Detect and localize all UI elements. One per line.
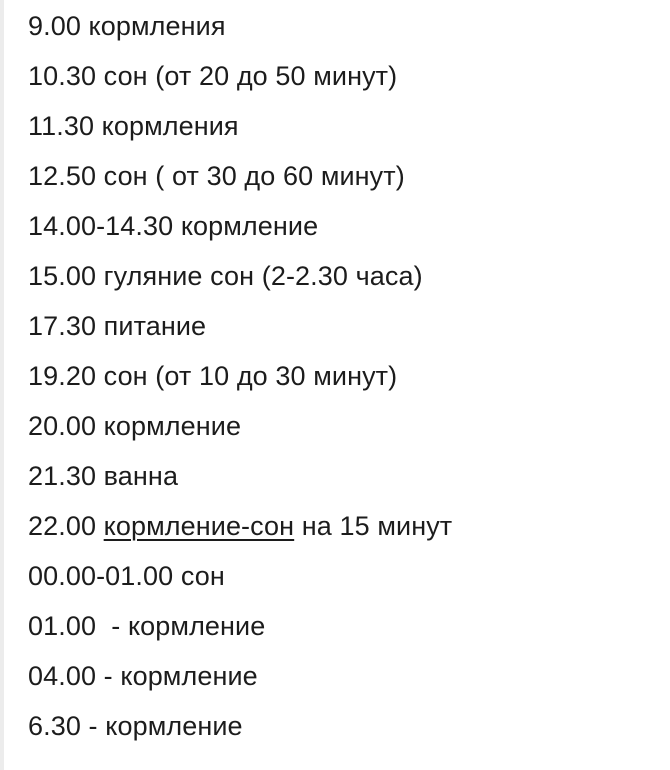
schedule-line: 6.30 - кормление <box>28 711 243 741</box>
schedule-line: 19.20 сон (от 10 до 30 минут) <box>28 361 398 391</box>
schedule-line: 01.00 - кормление <box>28 611 266 641</box>
schedule-line: 04.00 - кормление <box>28 661 258 691</box>
schedule-line: 22.00 кормление-сон на 15 минут <box>28 505 452 555</box>
line-suffix: на 15 минут <box>294 511 453 541</box>
schedule-line: 15.00 гуляние сон (2-2.30 часа) <box>28 261 423 291</box>
schedule-line: 12.50 сон ( от 30 до 60 минут) <box>28 161 405 191</box>
schedule-line: 10.30 сон (от 20 до 50 минут) <box>28 61 398 91</box>
schedule-line: 20.00 кормление <box>28 411 242 441</box>
line-prefix: 22.00 <box>28 511 104 541</box>
schedule-line: 21.30 ванна <box>28 461 179 491</box>
left-edge-strip <box>0 0 4 770</box>
schedule-list: 9.00 кормления 10.30 сон (от 20 до 50 ми… <box>28 5 452 755</box>
feeding-sleep-link[interactable]: кормление-сон <box>103 511 295 541</box>
schedule-line: 17.30 питание <box>28 311 207 341</box>
schedule-line: 00.00-01.00 сон <box>28 561 225 591</box>
schedule-line: 11.30 кормления <box>28 111 239 141</box>
schedule-line: 9.00 кормления <box>28 11 226 41</box>
schedule-line: 14.00-14.30 кормление <box>28 211 319 241</box>
